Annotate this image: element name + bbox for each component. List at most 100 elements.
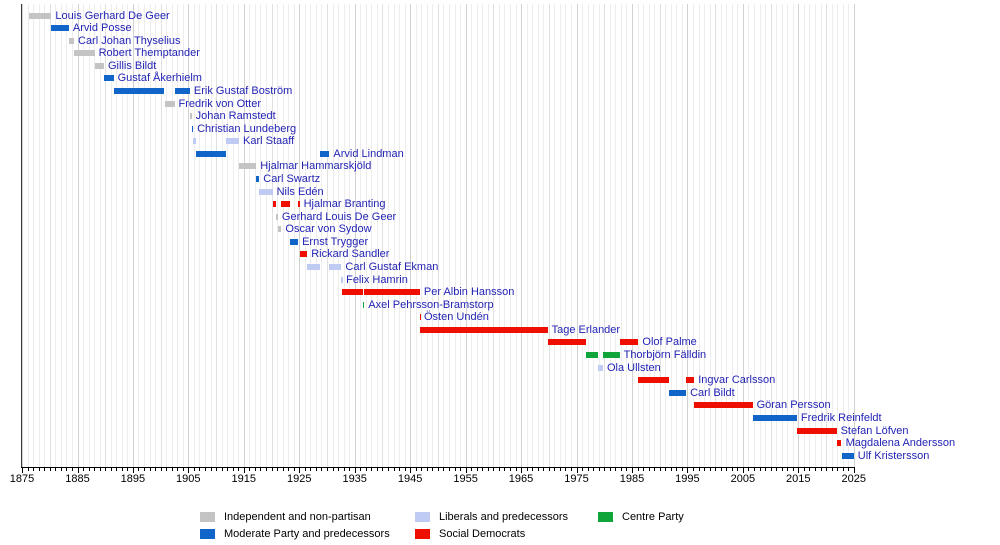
- gridline: [144, 4, 145, 467]
- pm-name-label[interactable]: Olof Palme: [642, 336, 697, 349]
- axis-tick: [798, 467, 800, 473]
- legend-label-centre: Centre Party: [622, 511, 684, 523]
- term-bar: [307, 264, 321, 270]
- axis-tick: [382, 467, 384, 471]
- pm-name-label[interactable]: Gerhard Louis De Geer: [281, 210, 397, 223]
- axis-tick: [254, 467, 256, 471]
- pm-name-label[interactable]: Per Albin Hansson: [423, 286, 515, 299]
- axis-tick: [687, 467, 689, 473]
- term-bar: [191, 125, 194, 132]
- pm-name-label[interactable]: Erik Gustaf Boström: [193, 84, 293, 97]
- gridline: [243, 4, 245, 467]
- axis-tick: [720, 467, 722, 471]
- gridline: [371, 4, 373, 467]
- axis-tick: [526, 467, 528, 471]
- pm-name-label[interactable]: Ernst Trygger: [302, 235, 369, 248]
- pm-name-label[interactable]: Hjalmar Hammarskjöld: [260, 160, 372, 173]
- pm-name-label[interactable]: Fredrik von Otter: [178, 97, 262, 110]
- axis-tick: [587, 467, 589, 471]
- gridline: [803, 4, 805, 467]
- axis-tick: [376, 467, 378, 471]
- pm-name-label[interactable]: Arvid Lindman: [333, 147, 404, 160]
- gridline: [421, 4, 423, 467]
- pm-name-label[interactable]: Karl Staaff: [243, 135, 295, 148]
- axis-tick: [582, 467, 583, 471]
- pm-name-label[interactable]: Christian Lundeberg: [197, 122, 297, 135]
- axis-tick: [537, 467, 539, 471]
- term-bar: [276, 213, 278, 220]
- pm-name-label[interactable]: Hjalmar Branting: [303, 198, 386, 211]
- pm-name-label[interactable]: Carl Bildt: [690, 386, 735, 399]
- axis-tick: [315, 467, 317, 471]
- axis-tick: [637, 467, 639, 471]
- axis-tick: [299, 467, 301, 473]
- pm-name-label[interactable]: Ingvar Carlsson: [698, 374, 776, 387]
- axis-tick: [38, 467, 40, 471]
- axis-tick: [365, 467, 367, 471]
- term-bar: [362, 301, 365, 308]
- axis-tick: [277, 467, 279, 471]
- axis-tick: [853, 467, 855, 473]
- gridline: [532, 4, 534, 467]
- axis-tick: [620, 467, 622, 471]
- pm-name-label[interactable]: Gustaf Åkerhielm: [117, 72, 202, 85]
- gridline: [742, 4, 744, 467]
- pm-name-label[interactable]: Carl Swartz: [263, 173, 321, 185]
- pm-name-label[interactable]: Gillis Bildt: [108, 59, 157, 72]
- gridline: [604, 4, 606, 467]
- axis-tick: [510, 467, 511, 471]
- axis-tick: [160, 467, 162, 471]
- axis-tick: [421, 467, 423, 471]
- pm-name-label[interactable]: Louis Gerhard De Geer: [55, 9, 170, 22]
- pm-name-label[interactable]: Felix Hamrin: [346, 273, 408, 286]
- term-bar: [364, 289, 420, 296]
- pm-name-label[interactable]: Axel Pehrsson-Bramstorp: [368, 298, 494, 311]
- pm-name-label[interactable]: Stefan Löfven: [840, 424, 909, 437]
- pm-name-label[interactable]: Arvid Posse: [72, 22, 132, 35]
- gridline: [88, 4, 90, 467]
- axis-tick: [327, 467, 328, 471]
- pm-name-label[interactable]: Fredrik Reinfeldt: [800, 411, 882, 424]
- pm-name-label[interactable]: Göran Persson: [756, 399, 831, 412]
- pm-name-label[interactable]: Rickard Sandler: [311, 248, 390, 261]
- term-bar: [694, 402, 753, 409]
- gridline: [282, 4, 284, 467]
- pm-name-label[interactable]: Tage Erlander: [551, 323, 621, 336]
- axis-tick: [648, 467, 650, 471]
- gridline: [648, 4, 650, 467]
- gridline: [155, 4, 157, 467]
- axis-tick: [598, 467, 600, 471]
- pm-name-label[interactable]: Magdalena Andersson: [845, 437, 956, 449]
- term-bar: [841, 452, 854, 459]
- axis-tick: [110, 467, 112, 471]
- axis-tick: [271, 467, 273, 471]
- gridline: [632, 4, 633, 467]
- pm-name-label[interactable]: Ola Ullsten: [607, 361, 661, 374]
- pm-name-label[interactable]: Carl Gustaf Ekman: [345, 261, 439, 273]
- pm-name-label[interactable]: Ulf Kristersson: [857, 449, 930, 462]
- axis-tick: [809, 467, 811, 471]
- pm-name-label[interactable]: Thorbjörn Fälldin: [623, 349, 707, 361]
- axis-tick: [33, 467, 35, 471]
- pm-name-label[interactable]: Johan Ramstedt: [195, 110, 276, 123]
- axis-tick: [504, 467, 506, 471]
- pm-name-label[interactable]: Robert Themptander: [98, 47, 200, 60]
- gridline: [598, 4, 600, 467]
- pm-name-label[interactable]: Oscar von Sydow: [285, 223, 372, 236]
- pm-name-label[interactable]: Nils Edén: [276, 185, 324, 198]
- axis-tick-label: 1955: [453, 473, 478, 485]
- axis-tick: [410, 467, 412, 473]
- gridline: [587, 4, 589, 467]
- axis-tick: [665, 467, 667, 471]
- axis-tick: [460, 467, 462, 471]
- pm-name-label[interactable]: Östen Undén: [424, 311, 489, 324]
- gridline: [83, 4, 84, 467]
- axis-tick: [737, 467, 739, 471]
- pm-name-label[interactable]: Carl Johan Thyselius: [78, 34, 181, 47]
- gridline: [487, 4, 489, 467]
- legend-label-independent: Independent and non-partisan: [224, 511, 371, 523]
- gridline: [521, 4, 522, 467]
- term-bar: [547, 339, 587, 346]
- gridline: [515, 4, 517, 467]
- gridline: [199, 4, 201, 467]
